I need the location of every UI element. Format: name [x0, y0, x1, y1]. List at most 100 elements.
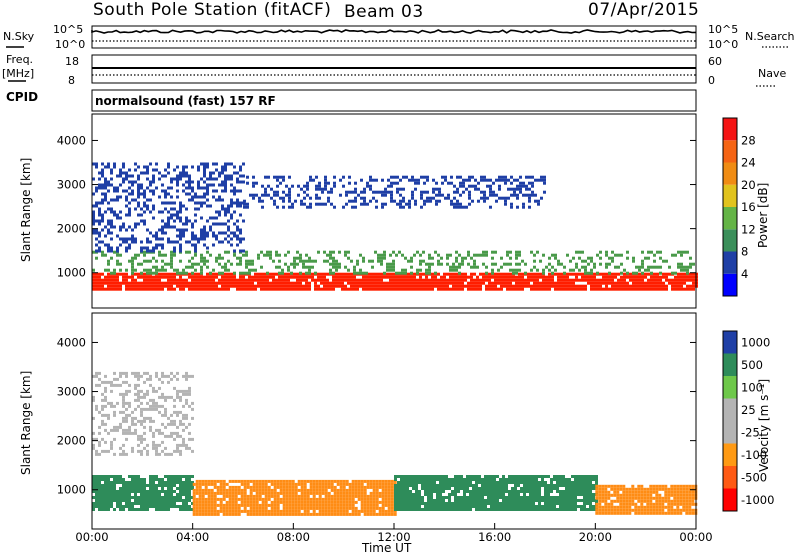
power-cell [438, 199, 441, 203]
velocity-cell [204, 512, 208, 516]
velocity-cell [92, 505, 95, 508]
power-cell [329, 284, 332, 288]
velocity-cell [664, 493, 668, 497]
velocity-cell [571, 490, 574, 493]
velocity-cell [188, 505, 191, 508]
power-cell [389, 287, 392, 291]
velocity-cell [559, 499, 562, 502]
velocity-cell [101, 487, 104, 490]
power-cell [98, 207, 101, 211]
velocity-cell [113, 496, 116, 499]
power-cell [386, 268, 389, 272]
velocity-cell [366, 485, 370, 489]
velocity-cell [553, 487, 556, 490]
velocity-cell [333, 485, 337, 489]
power-cell [464, 278, 467, 282]
power-cell [392, 259, 395, 263]
power-cell [419, 287, 422, 291]
power-cell [473, 272, 476, 276]
power-cell [122, 240, 125, 244]
velocity-cell [565, 508, 568, 511]
power-cell [164, 195, 167, 199]
velocity-cell [619, 484, 623, 488]
power-cell [416, 284, 419, 288]
power-cell [528, 199, 531, 203]
power-cell [161, 268, 164, 272]
velocity-cell [128, 475, 131, 478]
velocity-cell [589, 481, 592, 484]
velocity-cell [282, 497, 286, 501]
power-cell [426, 190, 429, 194]
velocity-cell [351, 485, 355, 489]
power-cell [272, 259, 275, 263]
power-cell [437, 259, 440, 263]
velocity-cell [228, 506, 232, 510]
velocity-cell [327, 482, 331, 486]
velocity-cell [574, 490, 577, 493]
power-cell [408, 205, 411, 209]
power-cell [504, 196, 507, 200]
power-cell [335, 278, 338, 282]
velocity-cell [538, 484, 541, 487]
power-cell [212, 216, 215, 220]
velocity-cell [143, 380, 146, 384]
power-cell [410, 284, 413, 288]
power-cell [146, 240, 149, 244]
power-cell [399, 199, 402, 203]
power-cell [128, 237, 131, 241]
velocity-cell [499, 508, 502, 511]
power-cell [350, 272, 353, 276]
power-cell [458, 253, 461, 257]
power-cell [206, 204, 209, 208]
velocity-cell [161, 487, 164, 490]
velocity-cell [562, 508, 565, 511]
power-cell [326, 284, 329, 288]
power-cell [617, 287, 620, 291]
velocity-cell [149, 493, 152, 496]
power-cell [191, 234, 194, 238]
velocity-cell [294, 494, 298, 498]
velocity-cell [547, 493, 550, 496]
power-cell [161, 201, 164, 205]
power-cell [224, 213, 227, 217]
power-cell [92, 275, 95, 279]
power-cell [161, 259, 164, 263]
velocity-cell [327, 500, 331, 504]
velocity-cell [481, 478, 484, 481]
power-cell [332, 275, 335, 279]
velocity-cell [403, 505, 406, 508]
velocity-cell [119, 383, 122, 387]
power-cell [617, 265, 620, 269]
power-cell [203, 201, 206, 205]
velocity-cell [131, 505, 134, 508]
power-cell [686, 271, 689, 275]
velocity-cell [499, 496, 502, 499]
power-cell [194, 234, 197, 238]
power-cell [149, 281, 152, 285]
power-cell [629, 278, 632, 282]
power-cell [341, 275, 344, 279]
power-cell [461, 275, 464, 279]
power-cell [260, 284, 263, 288]
power-cell [356, 281, 359, 285]
velocity-cell [228, 497, 232, 501]
power-cell [287, 281, 290, 285]
velocity-cell [195, 485, 199, 489]
velocity-cell [104, 493, 107, 496]
power-cell [342, 175, 345, 179]
power-cell [557, 287, 560, 291]
power-cell [350, 287, 353, 291]
velocity-cell [143, 502, 146, 505]
power-cell [515, 275, 518, 279]
power-cell [665, 278, 668, 282]
power-cell [131, 271, 134, 275]
power-cell [396, 181, 399, 185]
power-cell [458, 275, 461, 279]
power-cell [557, 281, 560, 285]
velocity-cell [98, 377, 101, 381]
velocity-cell [661, 484, 665, 488]
velocity-cell [472, 487, 475, 490]
power-cell [333, 181, 336, 185]
power-cell [107, 284, 110, 288]
power-cell [167, 275, 170, 279]
